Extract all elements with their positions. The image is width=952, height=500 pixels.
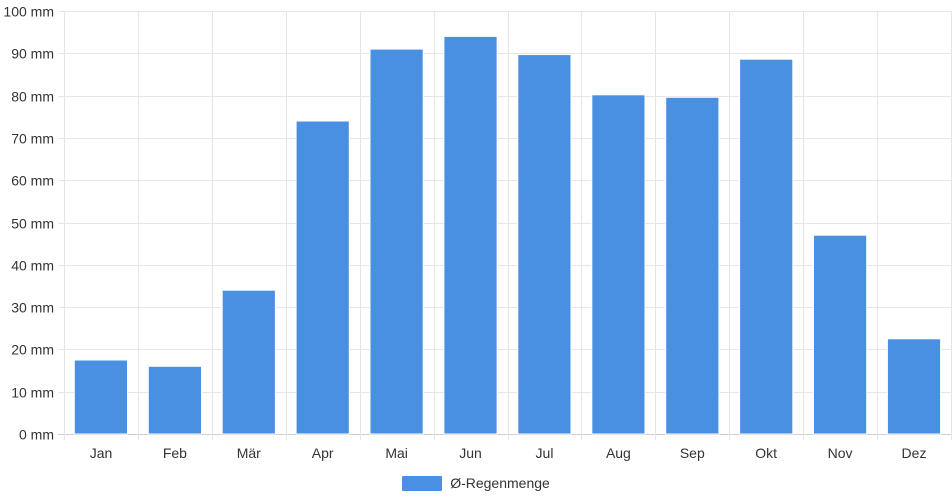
bar-jun[interactable] xyxy=(443,35,498,435)
y-tick-label: 0 mm xyxy=(19,427,54,443)
x-tick-label: Mai xyxy=(385,445,408,461)
y-tick-label: 80 mm xyxy=(11,89,54,105)
x-tick-label: Aug xyxy=(606,445,631,461)
bar-mär[interactable] xyxy=(221,289,276,435)
y-tick-label: 10 mm xyxy=(11,385,54,401)
bar-okt[interactable] xyxy=(739,58,794,435)
y-tick-label: 60 mm xyxy=(11,173,54,189)
legend-swatch xyxy=(402,475,443,491)
bars xyxy=(73,35,942,435)
bar-mai[interactable] xyxy=(369,48,424,435)
x-tick-label: Mär xyxy=(237,445,261,461)
bar-apr[interactable] xyxy=(295,120,350,435)
bar-jul[interactable] xyxy=(517,54,572,435)
bar-jan[interactable] xyxy=(73,359,129,435)
x-tick-label: Jan xyxy=(90,445,113,461)
legend-label: Ø-Regenmenge xyxy=(450,475,550,491)
bar-sep[interactable] xyxy=(665,96,720,435)
legend[interactable]: Ø-Regenmenge xyxy=(0,471,952,495)
y-tick-label: 20 mm xyxy=(11,342,54,358)
x-tick-label: Jul xyxy=(536,445,554,461)
y-tick-label: 100 mm xyxy=(3,4,54,20)
x-tick-label: Sep xyxy=(680,445,705,461)
x-tick-label: Feb xyxy=(163,445,187,461)
y-axis-ticks: 0 mm 10 mm 20 mm 30 mm 40 mm 50 mm 60 mm 70 mm 8… xyxy=(3,4,54,443)
y-tick-label: 40 mm xyxy=(11,258,54,274)
x-tick-label: Jun xyxy=(459,445,482,461)
x-tick-label: Okt xyxy=(755,445,777,461)
y-tick-label: 30 mm xyxy=(11,300,54,316)
bar-feb[interactable] xyxy=(147,365,203,435)
x-axis-ticks: Jan Feb Mär Apr Mai Jun Jul Aug Sep Okt Nov Dez xyxy=(90,445,927,461)
bar-chart: 0 mm 10 mm 20 mm 30 mm 40 mm 50 mm 60 mm 70 mm 8… xyxy=(3,4,952,461)
bar-dez[interactable] xyxy=(886,338,942,435)
y-tick-label: 90 mm xyxy=(11,46,54,62)
x-tick-label: Nov xyxy=(828,445,853,461)
bar-aug[interactable] xyxy=(591,94,646,435)
x-tick-label: Apr xyxy=(312,445,334,461)
y-tick-label: 70 mm xyxy=(11,131,54,147)
y-tick-label: 50 mm xyxy=(11,216,54,232)
bar-nov[interactable] xyxy=(813,234,868,435)
x-tick-label: Dez xyxy=(902,445,927,461)
grid-lines xyxy=(58,11,952,440)
